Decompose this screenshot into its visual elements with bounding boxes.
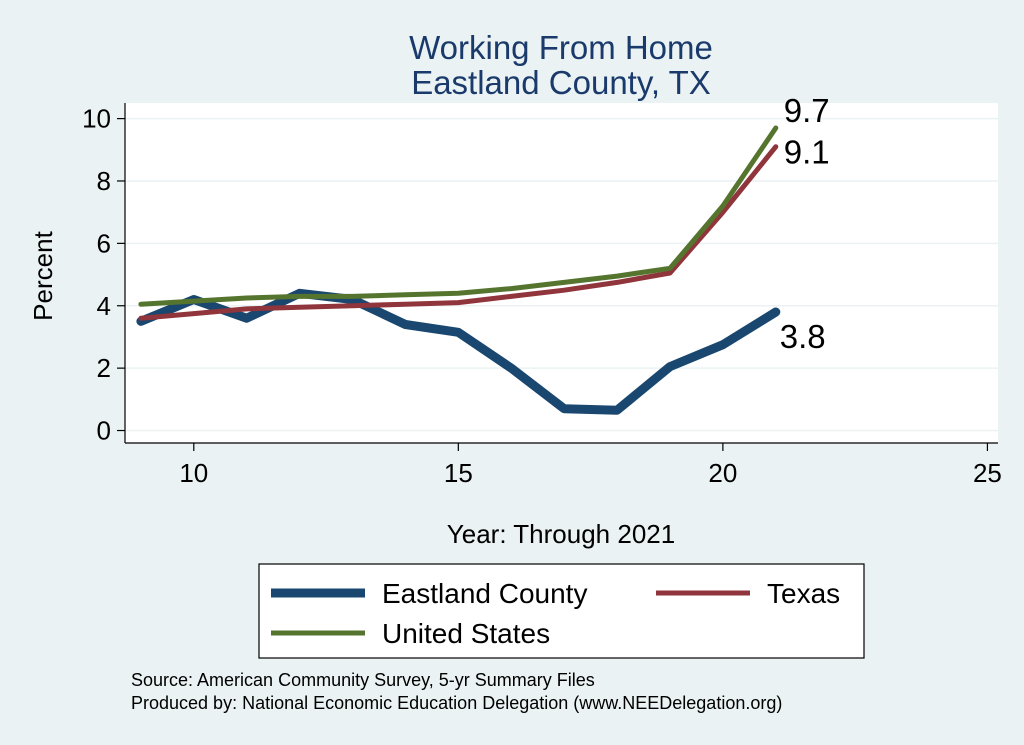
x-tick-label: 15 xyxy=(444,458,473,488)
produced-by-note: Produced by: National Economic Education… xyxy=(131,693,782,713)
x-tick-label: 10 xyxy=(179,458,208,488)
series-line-texas xyxy=(138,144,779,321)
series-end-labels: 3.8 9.1 9.7 xyxy=(780,92,830,355)
y-tick-label: 2 xyxy=(97,353,111,383)
series-line-united-states xyxy=(138,125,779,307)
y-tick-label: 10 xyxy=(82,104,111,134)
x-axis-title: Year: Through 2021 xyxy=(447,519,675,549)
x-tick-label: 20 xyxy=(708,458,737,488)
chart-title-line-2: Eastland County, TX xyxy=(411,64,711,101)
end-label-texas: 9.1 xyxy=(784,134,830,171)
legend-label-eastland: Eastland County xyxy=(382,578,587,609)
chart-title-line-1: Working From Home xyxy=(409,29,713,66)
y-axis-ticks: 0 2 4 6 8 10 xyxy=(82,104,125,446)
end-label-united-states: 9.7 xyxy=(784,92,830,129)
series-lines xyxy=(136,125,781,415)
end-label-eastland-county: 3.8 xyxy=(780,318,826,355)
series-line-eastland-county xyxy=(136,288,781,415)
legend-box xyxy=(258,563,865,659)
y-tick-label: 4 xyxy=(97,291,111,321)
y-tick-label: 6 xyxy=(97,228,111,258)
y-tick-label: 8 xyxy=(97,166,111,196)
x-axis-ticks: 10 15 20 25 xyxy=(179,443,1002,488)
plot-area xyxy=(125,103,998,443)
source-note: Source: American Community Survey, 5-yr … xyxy=(131,670,595,690)
x-tick-label: 25 xyxy=(973,458,1002,488)
legend-label-texas: Texas xyxy=(767,578,840,609)
y-tick-label: 0 xyxy=(97,416,111,446)
legend-label-united-states: United States xyxy=(382,618,550,649)
y-axis-title: Percent xyxy=(28,230,58,320)
legend: Eastland County Texas United States xyxy=(258,563,865,659)
